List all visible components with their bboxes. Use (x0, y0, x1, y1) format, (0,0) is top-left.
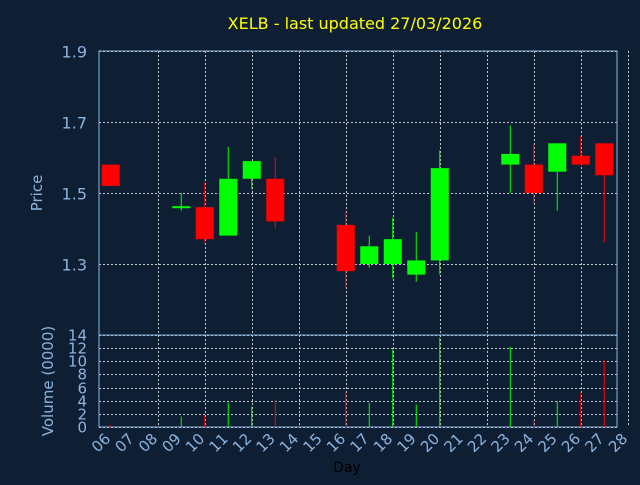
volume-tick-label: 8 (77, 366, 87, 384)
candle-body (219, 178, 238, 236)
volume-tick-label: 4 (77, 393, 87, 411)
candle (501, 125, 520, 193)
volume-tick-label: 10 (68, 353, 87, 371)
candle-body (360, 246, 379, 264)
volume-tick-label: 2 (77, 406, 87, 424)
volume-grid (99, 335, 629, 428)
candle-body (242, 161, 261, 179)
candle (360, 235, 379, 268)
candle-body (524, 164, 543, 193)
candle-body (407, 260, 426, 275)
candle (571, 136, 590, 165)
candle-body (172, 206, 191, 209)
x-axis-label: Day (333, 460, 361, 476)
volume-axis-label: Volume (0000) (39, 326, 57, 436)
candle (430, 150, 449, 275)
price-tick-label: 1.7 (62, 114, 87, 133)
candle (172, 193, 191, 211)
candle-body (548, 143, 567, 172)
volume-tick-label: 12 (68, 340, 87, 358)
candle (336, 210, 355, 289)
candle (219, 146, 238, 236)
candles (101, 125, 614, 289)
chart-title: XELB - last updated 27/03/2026 (228, 14, 483, 33)
candle-body (595, 143, 614, 176)
x-ticks: 0607080910111213141516171819202122232425… (88, 430, 631, 456)
candle (548, 143, 567, 211)
candle-body (430, 168, 449, 261)
candle (595, 143, 614, 243)
volume-bars (110, 337, 605, 427)
price-axis-label: Price (28, 175, 46, 212)
volume-panel-frame (98, 334, 618, 428)
price-tick-label: 1.5 (62, 185, 87, 204)
price-tick-label: 1.3 (62, 256, 87, 275)
candle (407, 232, 426, 282)
candle-body (501, 153, 520, 165)
price-tick-label: 1.9 (62, 43, 87, 62)
volume-tick-label: 6 (77, 380, 87, 398)
candle (383, 217, 402, 279)
candle-body (266, 178, 285, 222)
candle (242, 161, 261, 190)
candle (524, 143, 543, 204)
candle-body (571, 155, 590, 165)
candle (195, 182, 214, 243)
candle (266, 157, 285, 229)
volume-tick-label: 14 (68, 327, 87, 345)
volume-tick-label: 0 (77, 419, 87, 437)
candle-body (383, 239, 402, 264)
candle (101, 164, 120, 186)
candle-body (101, 164, 120, 186)
price-y-ticks: 1.9 1.7 1.5 1.3 (62, 43, 87, 275)
candle-body (336, 224, 355, 272)
candle-body (195, 207, 214, 240)
